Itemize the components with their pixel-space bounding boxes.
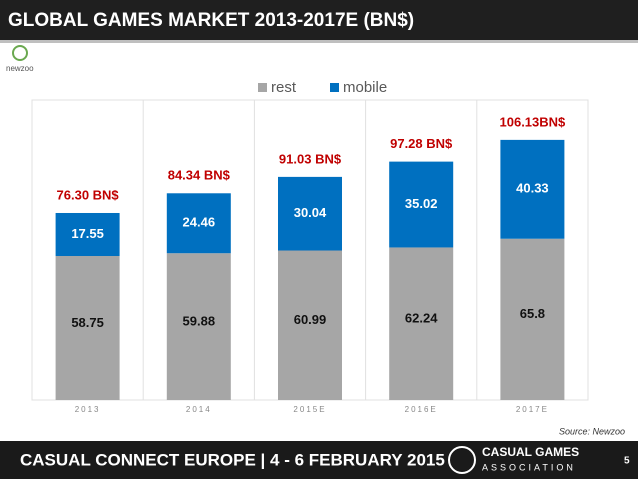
- footer-bar: [0, 441, 638, 479]
- segment-label: 17.55: [71, 226, 104, 241]
- total-label: 91.03 BN$: [279, 151, 342, 166]
- logo-icon: [12, 45, 28, 61]
- legend-swatch: [258, 83, 267, 92]
- bar-segment: [500, 139, 565, 239]
- logo: newzoo: [6, 64, 34, 73]
- segment-label: 30.04: [294, 205, 327, 220]
- total-label: 106.13BN$: [500, 114, 567, 129]
- bar-segment: [389, 161, 454, 248]
- total-label: 97.28 BN$: [390, 136, 453, 151]
- segment-label: 59.88: [183, 314, 216, 329]
- bar-segment: [166, 193, 231, 254]
- legend-label: mobile: [343, 79, 387, 96]
- bar-segment: [55, 212, 120, 257]
- title-bar: [0, 0, 638, 40]
- x-tick-label: 2014: [186, 405, 212, 414]
- legend-label: rest: [271, 79, 297, 96]
- bar-segment: [55, 256, 120, 400]
- segment-label: 35.02: [405, 196, 438, 211]
- page-number: 5: [624, 456, 630, 467]
- segment-label: 40.33: [516, 181, 549, 196]
- segment-label: 60.99: [294, 312, 327, 327]
- x-tick-label: 2017E: [516, 405, 549, 414]
- segment-label: 62.24: [405, 311, 438, 326]
- total-label: 76.30 BN$: [57, 187, 120, 202]
- org-name: CASUAL GAMES: [482, 445, 579, 459]
- legend-swatch: [330, 83, 339, 92]
- total-label: 84.34 BN$: [168, 168, 231, 183]
- bar-segment: [278, 250, 342, 400]
- x-tick-label: 2013: [75, 405, 101, 414]
- org-logo: [448, 446, 476, 474]
- x-tick-label: 2015E: [293, 405, 326, 414]
- segment-label: 24.46: [183, 215, 216, 230]
- bar-segment: [500, 238, 565, 400]
- source: Source: Newzoo: [559, 426, 625, 436]
- title-rule: [0, 40, 638, 43]
- org-name: ASSOCIATION: [482, 462, 576, 472]
- bar-segment: [278, 176, 342, 251]
- x-tick-label: 2016E: [405, 405, 438, 414]
- bar-segment: [166, 253, 231, 400]
- bar-segment: [389, 247, 454, 400]
- slide-title: GLOBAL GAMES MARKET 2013-2017E (BN$): [8, 10, 414, 31]
- segment-label: 58.75: [71, 315, 104, 330]
- segment-label: 65.8: [520, 306, 545, 321]
- footer-text: CASUAL CONNECT EUROPE | 4 - 6 FEBRUARY 2…: [20, 450, 445, 469]
